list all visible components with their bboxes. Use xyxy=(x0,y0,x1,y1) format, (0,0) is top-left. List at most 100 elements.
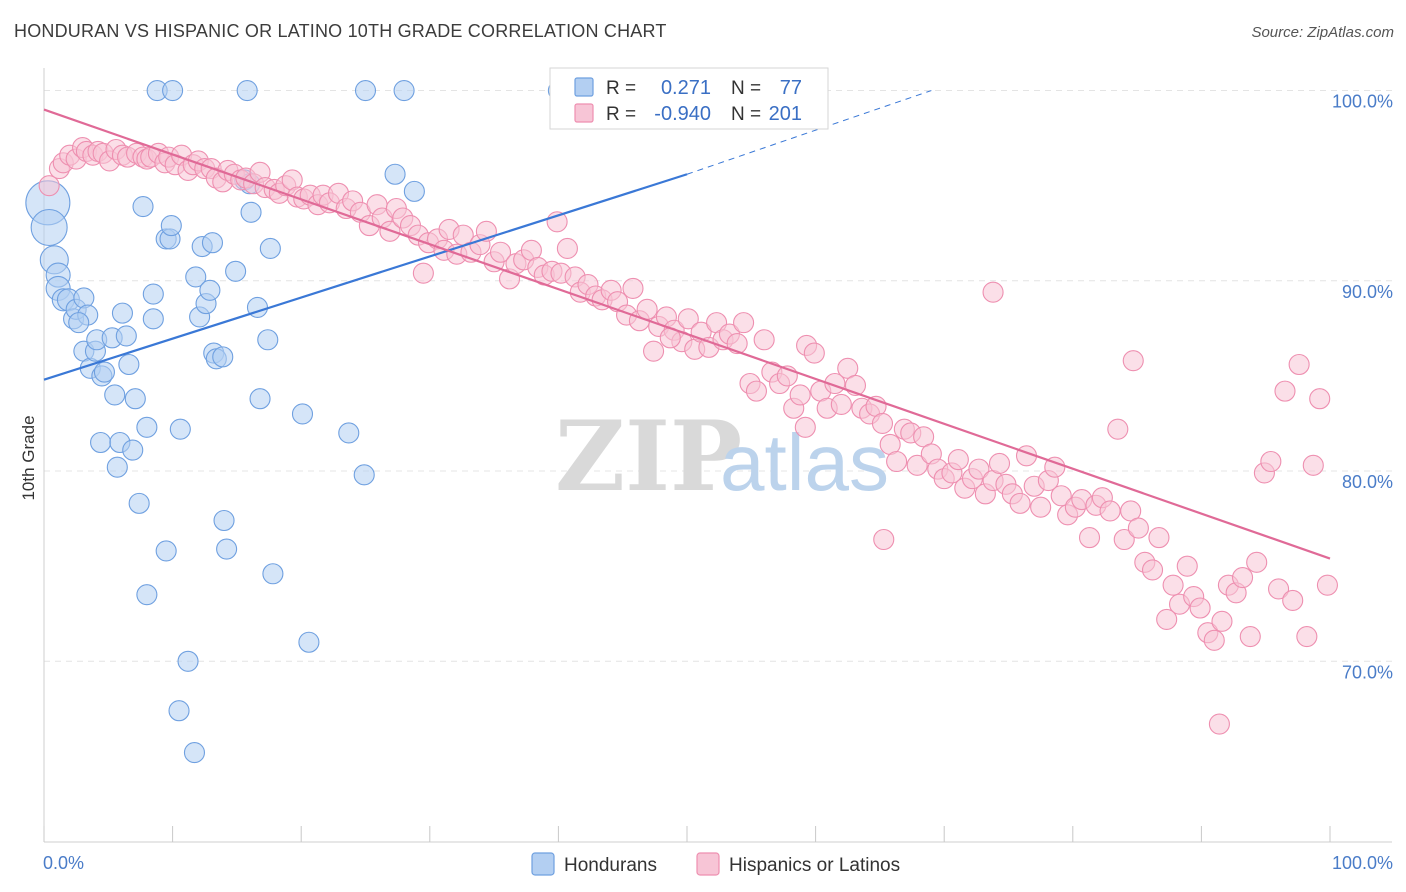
hispanic-point xyxy=(1288,353,1310,376)
honduran-point xyxy=(393,79,415,102)
honduran-point xyxy=(185,266,207,288)
hispanic-legend-label: Hispanics or Latinos xyxy=(729,855,900,876)
hispanic-point xyxy=(830,393,852,415)
hispanic-point xyxy=(1050,485,1072,507)
honduran-point xyxy=(104,384,126,406)
hispanic-point xyxy=(1260,450,1282,473)
honduran-point xyxy=(249,388,271,410)
hispanic-point xyxy=(636,298,658,320)
hispanic-point xyxy=(1107,418,1129,440)
hispanic-point xyxy=(1309,388,1331,410)
hispanic-legend-swatch xyxy=(696,852,720,876)
honduran-point xyxy=(262,563,284,585)
honduran-point xyxy=(384,163,406,185)
n-label: N = xyxy=(731,104,761,125)
honduran-point xyxy=(212,346,234,368)
n-value: 201 xyxy=(769,103,802,125)
r-label: R = xyxy=(606,104,636,125)
hispanic-point xyxy=(1189,597,1211,619)
x-tick-label: 0.0% xyxy=(43,853,84,873)
honduran-point xyxy=(68,312,90,334)
honduran-swatch xyxy=(574,77,594,97)
honduran-point xyxy=(93,361,115,383)
hispanic-point xyxy=(982,281,1004,303)
hispanic-point xyxy=(1282,589,1304,611)
honduran-point xyxy=(128,492,150,514)
hispanic-point xyxy=(1246,551,1268,573)
hispanic-point xyxy=(871,412,894,435)
honduran-point xyxy=(30,208,68,247)
series-legend: Hondurans Hispanics or Latinos xyxy=(531,852,900,876)
hispanic-point xyxy=(622,277,644,299)
honduran-point xyxy=(132,196,154,218)
hispanic-point xyxy=(1208,713,1230,735)
honduran-point xyxy=(257,329,279,351)
hispanic-point xyxy=(745,380,767,402)
source-label: Source: ZipAtlas.com xyxy=(1251,24,1394,41)
honduran-point xyxy=(136,584,158,606)
hispanic-point xyxy=(1127,517,1149,539)
hispanic-point xyxy=(794,416,816,438)
honduran-point xyxy=(169,418,191,440)
y-axis-label: 10th Grade xyxy=(19,415,38,500)
honduran-point xyxy=(155,540,177,562)
hispanic-point xyxy=(1232,567,1254,589)
honduran-point xyxy=(162,79,184,102)
watermark: ZIP atlas xyxy=(555,400,889,513)
y-tick-label: 90.0% xyxy=(1342,282,1393,302)
hispanic-point xyxy=(1239,625,1261,648)
honduran-point xyxy=(106,456,128,478)
hispanic-point xyxy=(753,329,775,351)
honduran-point xyxy=(338,422,360,444)
hispanic-point xyxy=(726,333,748,355)
honduran-point xyxy=(136,416,158,438)
hispanic-point xyxy=(906,454,928,476)
honduran-point xyxy=(354,79,377,102)
honduran-point xyxy=(142,308,164,330)
hispanic-point xyxy=(1078,527,1101,549)
honduran-trendline xyxy=(43,173,688,381)
n-label: N = xyxy=(731,78,761,99)
hispanic-point xyxy=(968,458,990,480)
honduran-point xyxy=(160,215,182,237)
n-value: 77 xyxy=(780,77,802,99)
honduran-point xyxy=(216,538,238,560)
honduran-point xyxy=(111,302,133,324)
honduran-point xyxy=(142,283,164,305)
hispanic-point xyxy=(803,342,825,364)
honduran-point xyxy=(259,237,281,259)
trendlines xyxy=(43,90,1331,560)
hispanic-point xyxy=(643,340,665,362)
hispanic-point xyxy=(947,449,969,471)
axes: 0.0% 100.0% xyxy=(43,68,1393,873)
hispanic-point xyxy=(1302,454,1324,476)
hispanic-point xyxy=(1162,574,1184,596)
hispanic-point xyxy=(1316,574,1338,596)
honduran-legend-label: Hondurans xyxy=(564,855,657,876)
honduran-point xyxy=(199,279,221,301)
hispanic-point xyxy=(1044,456,1066,478)
hispanic-point xyxy=(789,384,811,406)
hispanic-swatch xyxy=(574,103,594,123)
honduran-point xyxy=(240,201,262,223)
r-value: 0.271 xyxy=(661,77,711,99)
hispanic-point xyxy=(1122,350,1144,372)
chart-title: HONDURAN VS HISPANIC OR LATINO 10TH GRAD… xyxy=(14,21,667,41)
honduran-point xyxy=(124,388,146,410)
r-label: R = xyxy=(606,78,636,99)
hispanic-point xyxy=(1009,492,1031,514)
honduran-legend-swatch xyxy=(531,852,555,876)
hispanic-point xyxy=(1030,496,1052,518)
hispanic-point xyxy=(1296,625,1318,648)
hispanic-point xyxy=(1141,559,1164,581)
hispanic-point xyxy=(1156,608,1178,630)
honduran-point xyxy=(298,631,320,653)
honduran-point xyxy=(122,439,144,461)
hispanic-point xyxy=(1203,629,1225,651)
stats-legend: R = 0.271 N = 77 R = -0.940 N = 201 xyxy=(549,67,829,130)
honduran-point xyxy=(73,287,95,309)
y-tick-label: 70.0% xyxy=(1342,662,1393,682)
honduran-point xyxy=(201,232,224,254)
hispanic-trendline xyxy=(43,108,1331,560)
